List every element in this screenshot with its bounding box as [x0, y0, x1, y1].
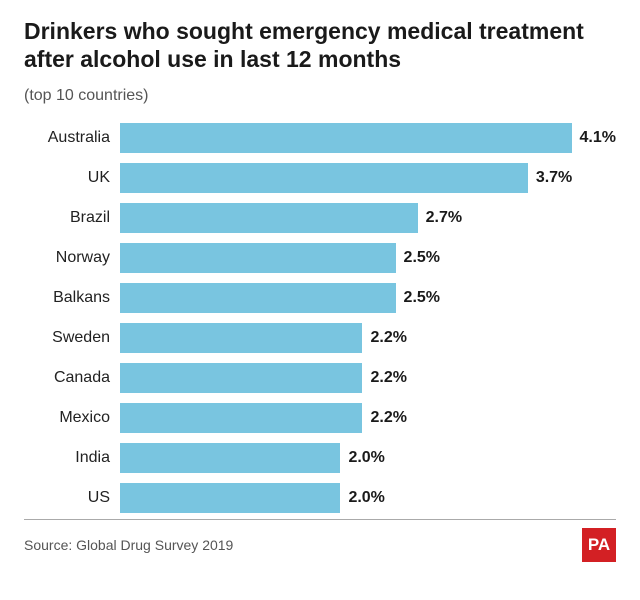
bar-label: Norway [24, 249, 120, 267]
footer: Source: Global Drug Survey 2019 PA [24, 519, 616, 562]
bar-value: 2.7% [418, 209, 462, 227]
chart-title: Drinkers who sought emergency medical tr… [24, 18, 616, 73]
bar-value: 2.5% [396, 249, 440, 267]
bar-track: 2.5% [120, 283, 616, 313]
chart-subtitle: (top 10 countries) [24, 87, 616, 105]
bar-track: 2.2% [120, 363, 616, 393]
bar-row: Norway 2.5% [24, 243, 616, 273]
bar-label: Canada [24, 369, 120, 387]
bar-chart: Australia4.1%UK3.7%Brazil2.7%Norway2.5%B… [24, 123, 616, 513]
bar-value: 2.2% [362, 329, 406, 347]
bar-row: Canada 2.2% [24, 363, 616, 393]
bar-value: 2.2% [362, 369, 406, 387]
bar [120, 483, 340, 513]
bar-value: 2.0% [340, 489, 384, 507]
bar-label: Sweden [24, 329, 120, 347]
pa-logo: PA [582, 528, 616, 562]
bar [120, 123, 572, 153]
bar [120, 163, 528, 193]
bar [120, 403, 362, 433]
bar-label: UK [24, 169, 120, 187]
bar-row: Mexico 2.2% [24, 403, 616, 433]
bar-track: 4.1% [120, 123, 616, 153]
bar-row: Sweden 2.2% [24, 323, 616, 353]
bar-label: Australia [24, 129, 120, 147]
bar-value: 4.1% [572, 129, 616, 147]
bar-row: UK 3.7% [24, 163, 616, 193]
bar [120, 323, 362, 353]
bar-label: Mexico [24, 409, 120, 427]
bar-row: US 2.0% [24, 483, 616, 513]
bar-value: 3.7% [528, 169, 572, 187]
bar-track: 2.0% [120, 443, 616, 473]
bar-value: 2.0% [340, 449, 384, 467]
bar [120, 283, 396, 313]
bar [120, 243, 396, 273]
bar-track: 2.7% [120, 203, 616, 233]
source-text: Source: Global Drug Survey 2019 [24, 537, 233, 553]
bar [120, 203, 418, 233]
bar-track: 2.5% [120, 243, 616, 273]
bar [120, 443, 340, 473]
bar-row: Brazil 2.7% [24, 203, 616, 233]
bar-label: US [24, 489, 120, 507]
bar-label: India [24, 449, 120, 467]
bar-track: 3.7% [120, 163, 616, 193]
bar-value: 2.2% [362, 409, 406, 427]
pa-logo-text: PA [588, 535, 610, 555]
bar-value: 2.5% [396, 289, 440, 307]
bar-row: India 2.0% [24, 443, 616, 473]
bar-row: Australia 4.1% [24, 123, 616, 153]
bar-label: Brazil [24, 209, 120, 227]
bar-track: 2.2% [120, 403, 616, 433]
bar-track: 2.0% [120, 483, 616, 513]
bar-row: Balkans 2.5% [24, 283, 616, 313]
bar-track: 2.2% [120, 323, 616, 353]
bar-label: Balkans [24, 289, 120, 307]
bar [120, 363, 362, 393]
chart-container: Drinkers who sought emergency medical tr… [0, 0, 640, 513]
